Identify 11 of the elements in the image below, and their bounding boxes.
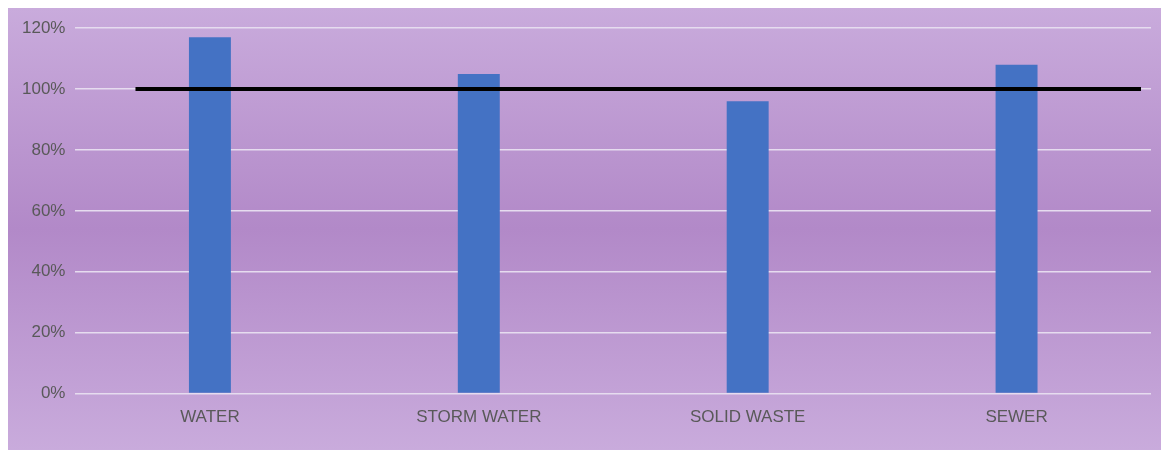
y-tick-label: 60% [31, 200, 66, 220]
x-tick-label: WATER [180, 407, 240, 427]
y-tick-label: 120% [22, 17, 66, 37]
y-tick-label: 100% [22, 78, 66, 98]
y-tick-label: 0% [40, 383, 66, 403]
x-tick-label: STORM WATER [416, 407, 542, 427]
y-tick-label: 80% [31, 139, 66, 159]
x-tick-label: SEWER [985, 407, 1048, 427]
y-tick-label: 20% [31, 322, 66, 342]
x-tick-label: SOLID WASTE [689, 407, 806, 427]
y-tick-label: 40% [31, 261, 66, 281]
